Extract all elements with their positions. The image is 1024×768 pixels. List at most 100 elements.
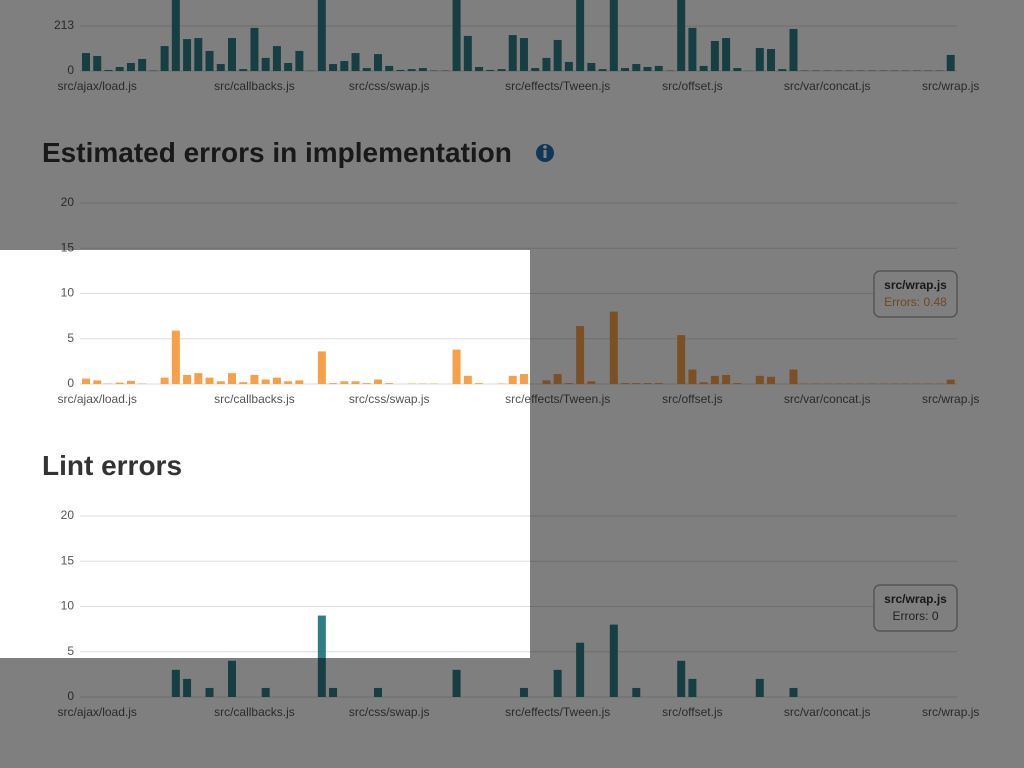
bar [373,379,382,384]
bar [710,375,719,384]
x-tick-label: src/callbacks.js [214,392,295,406]
bar [171,330,180,384]
x-tick-label: src/var/concat.js [784,392,871,406]
bar [452,669,461,697]
bar [946,379,955,384]
x-tick-label: src/wrap.js [922,79,979,93]
bar [733,68,742,71]
bar [171,669,180,697]
bar [362,383,371,384]
x-tick-label: src/css/swap.js [349,392,430,406]
bar [587,62,596,71]
bar [126,380,135,384]
bar [340,61,349,71]
x-tick-label: src/ajax/load.js [58,392,137,406]
x-tick-label: src/css/swap.js [349,705,430,719]
bar [789,28,798,71]
bar [261,687,270,697]
tooltip-box [873,270,958,318]
bar [329,383,338,384]
y-tick-label: 15 [61,553,75,567]
bar [82,53,90,71]
bar [733,383,742,384]
bar [317,0,326,71]
bar [284,62,293,71]
bar [767,49,776,71]
bar [699,382,708,384]
bar [722,38,731,71]
bar [755,375,764,384]
bar [272,377,281,384]
bar [351,381,360,384]
y-tick-label: 213 [54,18,74,32]
bar [250,374,259,384]
bar [205,377,214,384]
y-tick-label: 5 [67,331,74,345]
bar [621,68,630,71]
bar [789,369,798,384]
y-tick-label: 20 [61,195,75,209]
x-tick-label: src/ajax/load.js [58,79,137,93]
bar [632,383,641,384]
x-tick-label: src/var/concat.js [784,705,871,719]
bar [216,381,225,384]
bar [216,64,225,71]
bar [183,39,192,71]
bar [699,65,708,71]
bar [418,68,427,71]
x-tick-label: src/callbacks.js [214,79,295,93]
bar [609,0,618,71]
bar [497,69,506,71]
bar [564,61,573,71]
bar [373,687,382,697]
bar [138,58,147,71]
bar [632,687,641,697]
bar [329,64,338,71]
bar [317,351,326,384]
y-tick-label: 0 [67,63,74,77]
x-tick-label: src/effects/Tween.js [505,79,610,93]
bar [385,383,394,384]
bar [317,615,326,697]
bar [632,64,641,71]
bar [643,66,652,71]
x-tick-label: src/var/concat.js [784,79,871,93]
bar [542,57,551,71]
bar [205,687,214,697]
bar [407,69,416,71]
bar [115,382,124,384]
bar [542,380,551,384]
chart-title: Estimated errors in implementation [42,137,512,168]
bar [564,383,573,384]
bar [946,54,955,71]
bar [160,46,169,71]
bar [688,27,697,71]
bar [171,0,180,71]
x-tick-label: src/effects/Tween.js [505,392,610,406]
bar [104,69,113,71]
x-tick-label: src/offset.js [662,79,722,93]
bar [643,383,652,384]
bar [508,375,517,384]
bar [272,46,281,71]
bar [778,69,787,71]
bar [688,678,697,697]
bar [677,335,686,384]
bar [576,0,585,71]
bar [463,35,472,71]
bar [295,50,304,71]
bar [340,381,349,384]
bar [531,68,540,71]
bar [351,53,360,71]
bar [250,27,259,71]
bar [654,65,663,71]
tooltip-text: Errors: 0 [892,609,938,623]
bar [82,378,90,384]
bar [654,383,663,384]
bar [295,380,304,384]
bar [519,38,528,71]
bar [396,69,405,71]
bar [722,374,731,384]
bar [688,369,697,384]
